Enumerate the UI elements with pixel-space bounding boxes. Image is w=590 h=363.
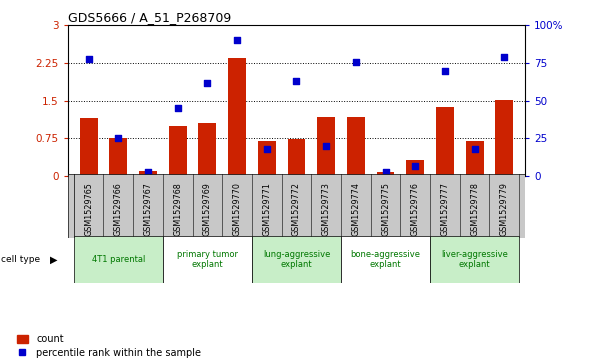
Bar bbox=[139, 171, 157, 176]
Bar bbox=[228, 58, 246, 176]
Text: GSM1529777: GSM1529777 bbox=[440, 182, 450, 236]
Point bbox=[351, 59, 360, 65]
Bar bbox=[252, 236, 341, 283]
Point bbox=[262, 146, 271, 152]
Text: bone-aggressive
explant: bone-aggressive explant bbox=[350, 250, 421, 269]
Text: GSM1529773: GSM1529773 bbox=[322, 182, 330, 236]
Bar bbox=[466, 141, 484, 176]
Bar bbox=[80, 118, 97, 176]
Bar bbox=[317, 117, 335, 176]
Text: GSM1529765: GSM1529765 bbox=[84, 182, 93, 236]
Text: primary tumor
explant: primary tumor explant bbox=[177, 250, 238, 269]
Point bbox=[173, 105, 182, 111]
Bar bbox=[109, 138, 127, 176]
Bar bbox=[163, 236, 252, 283]
Bar bbox=[376, 172, 395, 176]
Text: GSM1529768: GSM1529768 bbox=[173, 182, 182, 236]
Bar bbox=[407, 160, 424, 176]
Text: GSM1529779: GSM1529779 bbox=[500, 182, 509, 236]
Legend: count, percentile rank within the sample: count, percentile rank within the sample bbox=[17, 334, 201, 358]
Bar bbox=[258, 141, 276, 176]
Bar bbox=[74, 236, 163, 283]
Text: GSM1529766: GSM1529766 bbox=[114, 182, 123, 236]
Text: 4T1 parental: 4T1 parental bbox=[91, 255, 145, 264]
Point bbox=[203, 80, 212, 86]
Point bbox=[114, 135, 123, 141]
Bar bbox=[169, 126, 186, 176]
Text: GSM1529767: GSM1529767 bbox=[143, 182, 153, 236]
Point bbox=[381, 169, 390, 175]
Text: GSM1529772: GSM1529772 bbox=[292, 182, 301, 236]
Point bbox=[440, 68, 450, 73]
Text: GSM1529770: GSM1529770 bbox=[232, 182, 241, 236]
Text: GSM1529774: GSM1529774 bbox=[352, 182, 360, 236]
Bar bbox=[347, 117, 365, 176]
Text: lung-aggressive
explant: lung-aggressive explant bbox=[263, 250, 330, 269]
Bar bbox=[430, 236, 519, 283]
Text: GDS5666 / A_51_P268709: GDS5666 / A_51_P268709 bbox=[68, 11, 231, 24]
Bar bbox=[198, 123, 217, 176]
Text: GSM1529775: GSM1529775 bbox=[381, 182, 390, 236]
Point bbox=[232, 38, 242, 44]
Point bbox=[84, 56, 93, 61]
Text: liver-aggressive
explant: liver-aggressive explant bbox=[441, 250, 508, 269]
Text: GSM1529778: GSM1529778 bbox=[470, 182, 479, 236]
Text: cell type: cell type bbox=[1, 255, 40, 264]
Point bbox=[470, 146, 479, 152]
Bar bbox=[68, 174, 525, 238]
Point bbox=[500, 54, 509, 60]
Text: GSM1529771: GSM1529771 bbox=[263, 182, 271, 236]
Text: ▶: ▶ bbox=[50, 254, 58, 265]
Bar bbox=[436, 107, 454, 176]
Text: GSM1529776: GSM1529776 bbox=[411, 182, 419, 236]
Text: GSM1529769: GSM1529769 bbox=[203, 182, 212, 236]
Point bbox=[292, 78, 301, 84]
Bar bbox=[287, 139, 306, 176]
Bar bbox=[341, 236, 430, 283]
Bar bbox=[496, 100, 513, 176]
Point bbox=[411, 163, 420, 168]
Point bbox=[322, 143, 331, 149]
Point bbox=[143, 169, 153, 175]
